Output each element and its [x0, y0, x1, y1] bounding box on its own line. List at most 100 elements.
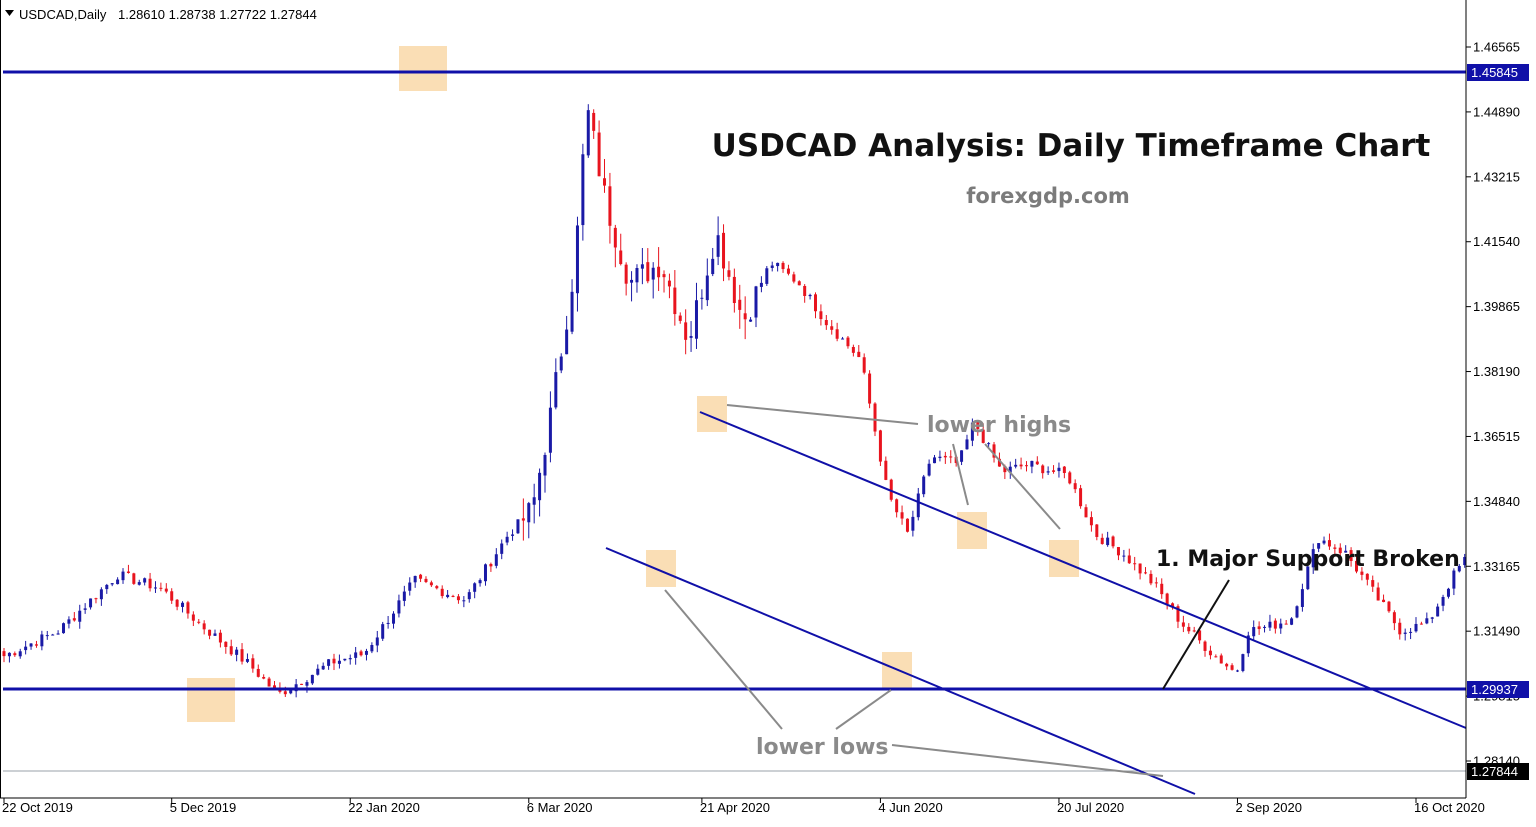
- candle-bull: [387, 623, 390, 624]
- candle-bull: [749, 320, 752, 322]
- pointer-support-broken: [1163, 580, 1229, 689]
- candle-bear: [1063, 467, 1066, 473]
- candle-bear: [165, 589, 168, 592]
- candle-bear: [489, 564, 492, 566]
- candle-bear: [284, 691, 287, 694]
- candle-bear: [132, 573, 135, 584]
- candle-bull: [571, 292, 574, 332]
- candle-bear: [1020, 465, 1023, 467]
- candle-bull: [506, 537, 509, 543]
- candle-bear: [1366, 574, 1369, 580]
- candle-bear: [1220, 655, 1223, 663]
- candle-bear: [603, 178, 606, 185]
- candle-bull: [349, 658, 352, 659]
- candle-bear: [208, 630, 211, 636]
- time-tick-label: 5 Dec 2019: [170, 800, 237, 815]
- candle-bull: [24, 647, 27, 650]
- candle-bull: [414, 576, 417, 582]
- price-tick-label: 1.38190: [1473, 364, 1520, 379]
- candle-bull: [544, 455, 547, 476]
- candle-bear: [457, 596, 460, 600]
- candle-bear: [792, 274, 795, 281]
- candle-bear: [733, 277, 736, 303]
- candle-bull: [581, 154, 584, 225]
- candle-bull: [30, 643, 33, 646]
- candle-bear: [1085, 507, 1088, 517]
- candle-bull: [1452, 571, 1455, 589]
- candle-bear: [430, 582, 433, 585]
- candle-bull: [473, 583, 476, 592]
- price-tick-label: 1.31490: [1473, 624, 1520, 639]
- candle-bull: [213, 633, 216, 635]
- candle-bear: [1193, 630, 1196, 631]
- candle-bear: [803, 286, 806, 296]
- candle-bear: [13, 653, 16, 655]
- candle-bull: [717, 235, 720, 257]
- price-tick-label: 1.44890: [1473, 104, 1520, 119]
- candle-bull: [468, 592, 471, 599]
- candle-bear: [1182, 622, 1185, 626]
- candle-bear: [825, 320, 828, 325]
- candle-bear: [203, 623, 206, 629]
- time-tick-label: 20 Jul 2020: [1057, 800, 1124, 815]
- candle-bull: [560, 357, 563, 371]
- candle-bear: [1371, 580, 1374, 587]
- candle-bear: [1420, 624, 1423, 625]
- candle-bear: [646, 262, 649, 281]
- candle-bear: [1398, 623, 1401, 635]
- candle-bear: [679, 316, 682, 321]
- highlight-jun-high: [697, 396, 727, 432]
- candle-bear: [684, 322, 687, 339]
- candle-bear: [1155, 582, 1158, 583]
- time-tick-label: 22 Jan 2020: [348, 800, 420, 815]
- candle-bear: [1160, 584, 1163, 594]
- candle-bear: [1187, 627, 1190, 631]
- candle-bear: [424, 579, 427, 582]
- candle-bear: [1068, 472, 1071, 483]
- candle-bull: [354, 652, 357, 657]
- candle-bear: [1360, 572, 1363, 575]
- candle-bull: [57, 633, 60, 634]
- candle-bull: [105, 585, 108, 589]
- candle-bear: [874, 404, 877, 432]
- candle-bull: [322, 666, 325, 670]
- candle-bull: [305, 682, 308, 686]
- candle-bull: [122, 572, 125, 581]
- candle-bull: [462, 600, 465, 601]
- candle-bear: [1095, 524, 1098, 536]
- candle-bull: [765, 268, 768, 284]
- candle-bull: [343, 659, 346, 660]
- chart-title: USDCAD Analysis: Daily Timeframe Chart: [712, 128, 1431, 164]
- candle-bear: [452, 596, 455, 597]
- candle-bull: [1279, 624, 1282, 629]
- candle-bull: [1425, 618, 1428, 623]
- price-tick-label: 1.36515: [1473, 429, 1520, 444]
- candle-bull: [554, 372, 557, 407]
- candle-bear: [94, 598, 97, 599]
- channel-lower-line: [606, 548, 1195, 794]
- candle-bear: [1231, 665, 1234, 670]
- symbol-dropdown-icon[interactable]: [5, 10, 14, 16]
- candle-bear: [1377, 588, 1380, 601]
- candle-bull: [511, 534, 514, 535]
- candle-bear: [1225, 664, 1228, 667]
- candle-bear: [1258, 626, 1261, 629]
- pointer-lower-lows-1: [665, 590, 782, 729]
- candle-bear: [1144, 572, 1147, 573]
- candle-bear: [1112, 537, 1115, 547]
- candle-bear: [149, 579, 152, 589]
- candle-bull: [138, 582, 141, 585]
- candle-bear: [657, 267, 660, 277]
- candle-bear: [1209, 651, 1212, 656]
- pointer-lower-lows-2: [836, 690, 891, 729]
- candle-bull: [181, 603, 184, 607]
- candle-bear: [944, 456, 947, 457]
- chart-subtitle: forexgdp.com: [966, 184, 1130, 208]
- candle-bull: [576, 225, 579, 293]
- candle-bear: [1090, 517, 1093, 525]
- ohlc-values: 1.28610 1.28738 1.27722 1.27844: [118, 7, 317, 22]
- candle-bull: [1323, 541, 1326, 544]
- candle-bear: [852, 347, 855, 353]
- candle-bull: [700, 298, 703, 299]
